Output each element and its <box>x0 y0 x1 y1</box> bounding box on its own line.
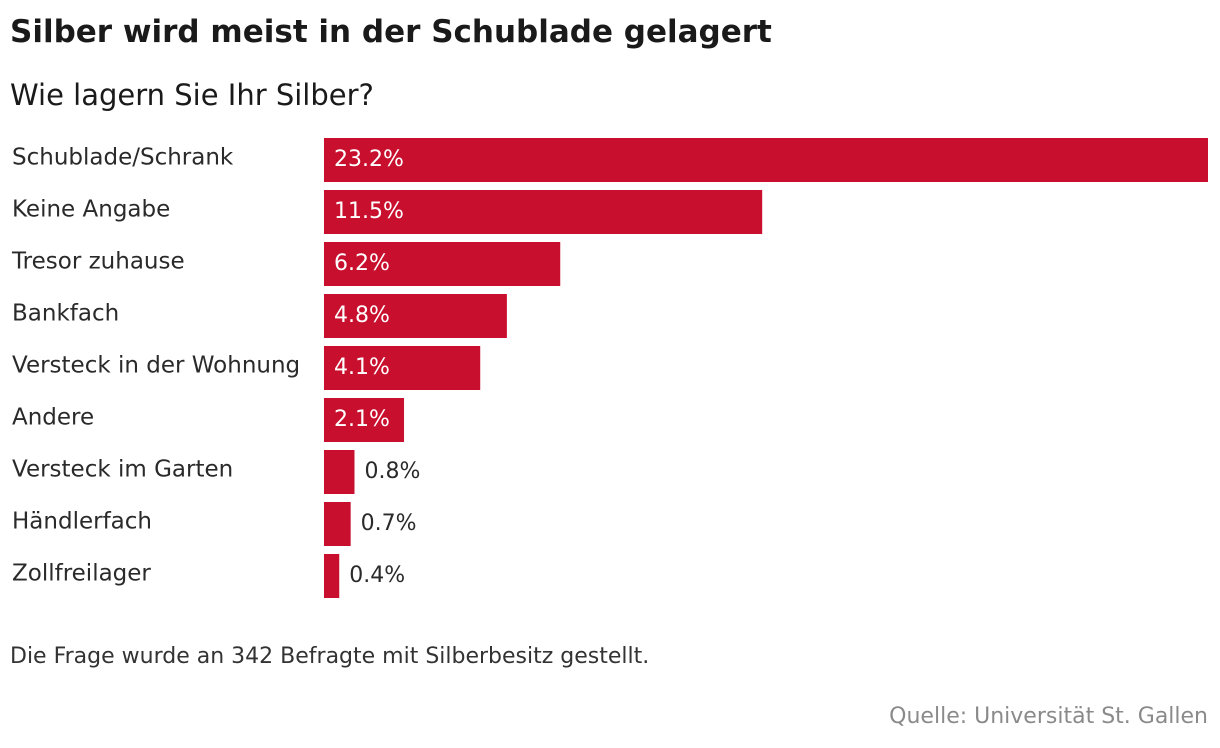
category-label-zollfreilager: Zollfreilager <box>12 561 151 587</box>
category-label-haendlerfach: Händlerfach <box>12 509 152 535</box>
bar-tresor-zuhause <box>324 242 561 286</box>
value-label-schublade-schrank: 23.2% <box>334 147 404 172</box>
bar-zollfreilager <box>324 554 340 598</box>
category-label-schublade-schrank: Schublade/Schrank <box>12 145 234 171</box>
chart-note: Die Frage wurde an 342 Befragte mit Silb… <box>10 644 650 669</box>
category-label-tresor-zuhause: Tresor zuhause <box>11 249 185 275</box>
bar-haendlerfach <box>324 502 351 546</box>
value-label-keine-angabe: 11.5% <box>334 199 404 224</box>
value-label-versteck-im-garten: 0.8% <box>364 459 420 484</box>
bar-chart: Schublade/Schrank 23.2% Keine Angabe 11.5% T… <box>11 138 1208 598</box>
bar-keine-angabe <box>324 190 763 234</box>
category-label-bankfach: Bankfach <box>12 301 119 327</box>
chart-source: Quelle: Universität St. Gallen <box>889 704 1208 729</box>
category-label-versteck-im-garten: Versteck im Garten <box>12 457 233 483</box>
value-label-zollfreilager: 0.4% <box>349 563 405 588</box>
value-label-bankfach: 4.8% <box>334 303 390 328</box>
category-label-versteck-in-der-wohnung: Versteck in der Wohnung <box>12 353 300 379</box>
bar-versteck-in-der-wohnung <box>324 346 481 390</box>
chart-subtitle: Wie lagern Sie Ihr Silber? <box>10 78 374 112</box>
bar-versteck-im-garten <box>324 450 355 494</box>
category-label-andere: Andere <box>12 405 94 431</box>
bar-bankfach <box>324 294 507 338</box>
chart-title: Silber wird meist in der Schublade gelag… <box>10 14 772 50</box>
value-label-tresor-zuhause: 6.2% <box>334 251 390 276</box>
category-label-keine-angabe: Keine Angabe <box>12 197 170 223</box>
value-label-haendlerfach: 0.7% <box>361 511 417 536</box>
value-label-andere: 2.1% <box>334 407 390 432</box>
bar-andere <box>324 398 405 442</box>
bar-schublade-schrank <box>324 138 1208 182</box>
value-label-versteck-in-der-wohnung: 4.1% <box>334 355 390 380</box>
